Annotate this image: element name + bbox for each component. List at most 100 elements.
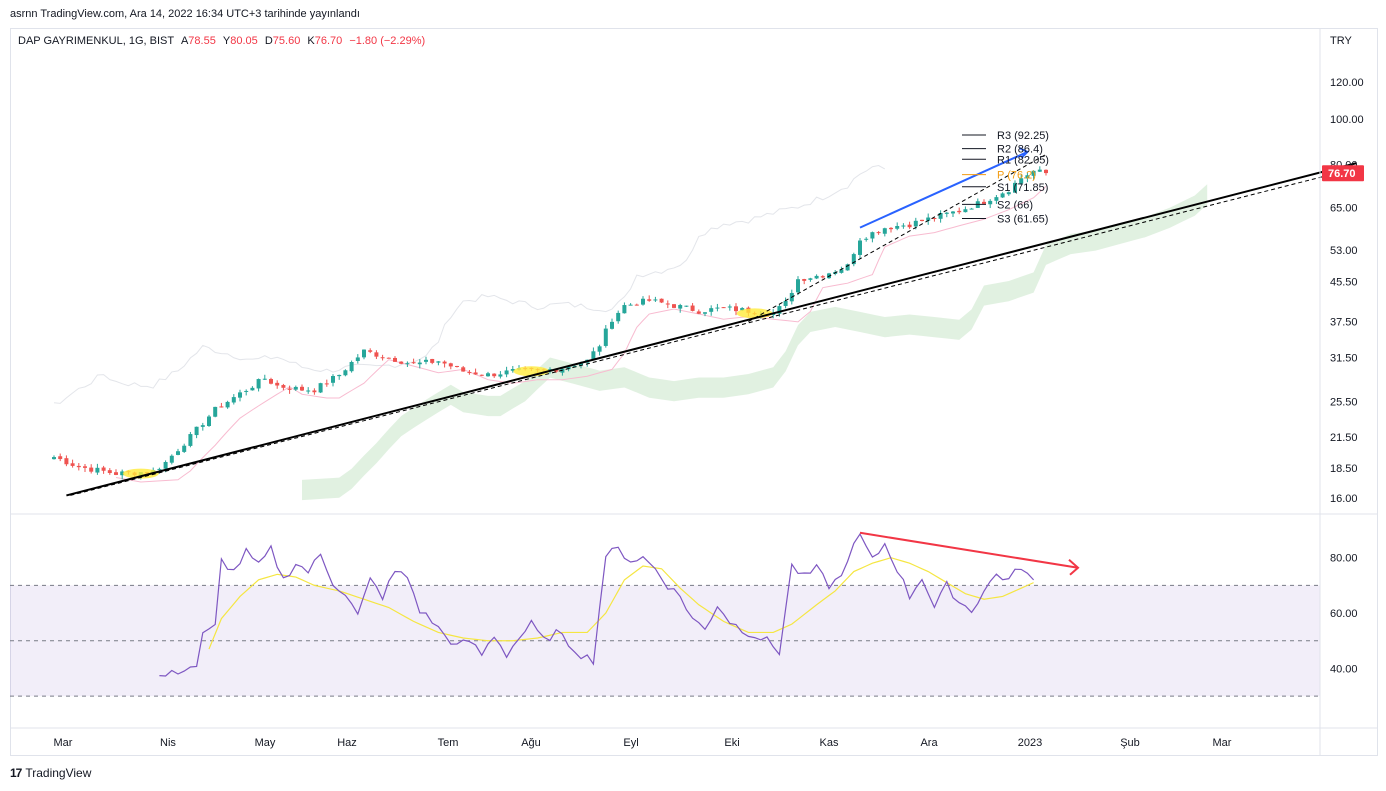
candle-body <box>64 458 69 465</box>
candle-body <box>262 378 267 380</box>
candle-body <box>566 366 571 370</box>
candle-body <box>417 362 422 365</box>
candle-body <box>1006 192 1011 195</box>
candle-body <box>200 425 205 427</box>
rsi-tick-label: 60.00 <box>1330 608 1358 620</box>
low-value: 75.60 <box>272 35 301 47</box>
candle-body <box>275 382 280 386</box>
candle-body <box>430 358 435 363</box>
pivot-level-label: P (76.2) <box>997 170 1036 182</box>
change-value: −1.80 (−2.29%) <box>349 35 426 47</box>
candle-body <box>783 300 788 306</box>
candle-body <box>337 374 342 377</box>
support-trend-line-dashed <box>70 167 1357 496</box>
close-label: K <box>307 35 315 47</box>
candle-body <box>83 466 87 468</box>
candle-body <box>318 383 323 393</box>
time-tick-label: Kas <box>820 737 839 749</box>
candle-body <box>802 279 807 281</box>
candle-body <box>858 240 862 255</box>
price-tick-label: 65.00 <box>1330 203 1358 215</box>
candle-body <box>70 463 75 466</box>
candle-body <box>461 367 466 372</box>
pivot-level-label: S3 (61.65) <box>997 214 1048 226</box>
time-tick-label: Ara <box>920 737 938 749</box>
candle-body <box>988 200 993 205</box>
candle-body <box>864 238 869 240</box>
time-tick-label: 2023 <box>1018 737 1042 749</box>
pivot-level-label: R3 (92.25) <box>997 130 1049 142</box>
time-tick-label: Eki <box>724 737 739 749</box>
candle-body <box>678 305 683 309</box>
candle-body <box>665 303 670 305</box>
candle-body <box>486 373 490 377</box>
candle-body <box>554 370 559 372</box>
candle-body <box>610 321 614 329</box>
candle-body <box>870 232 875 239</box>
candle-body <box>808 278 813 280</box>
candle-body <box>312 390 317 393</box>
candle-body <box>715 307 720 309</box>
candle-body <box>473 372 478 375</box>
candle-body <box>1000 193 1005 198</box>
pivot-level-label: R1 (82.05) <box>997 154 1049 166</box>
time-tick-label: Mar <box>54 737 73 749</box>
rsi-tick-label: 80.00 <box>1330 553 1358 565</box>
candle-body <box>349 361 354 372</box>
candle-body <box>107 470 112 474</box>
candle-body <box>876 232 881 234</box>
candle-body <box>281 385 286 388</box>
candle-body <box>355 357 360 362</box>
candle-body <box>331 376 335 383</box>
candle-body <box>634 304 639 306</box>
candle-body <box>194 426 199 436</box>
candle-body <box>238 392 242 398</box>
candle-body <box>89 467 94 472</box>
time-tick-label: Ağu <box>521 737 541 749</box>
lagging-span <box>53 165 886 404</box>
candle-body <box>603 328 608 346</box>
candle-body <box>1037 169 1042 172</box>
candle-body <box>727 306 732 308</box>
candle-body <box>1031 170 1036 176</box>
time-tick-label: Eyl <box>623 737 638 749</box>
time-tick-label: Tem <box>438 737 459 749</box>
candle-body <box>250 387 255 391</box>
price-tick-label: 37.50 <box>1330 317 1358 329</box>
candle-body <box>120 471 125 476</box>
candle-body <box>467 372 472 374</box>
rsi-tick-label: 40.00 <box>1330 663 1358 675</box>
candle-body <box>324 383 329 385</box>
candle-body <box>944 212 949 214</box>
uptrend-arrowhead <box>1018 147 1030 159</box>
candle-body <box>498 374 503 377</box>
time-tick-label: Mar <box>1213 737 1232 749</box>
base-line <box>115 185 1047 483</box>
candle-body <box>994 197 999 201</box>
candle-body <box>256 379 261 389</box>
candle-body <box>52 457 56 460</box>
symbol-name: DAP GAYRIMENKUL, 1G, BIST <box>18 35 174 47</box>
tradingview-logo[interactable]: 17 TradingView <box>10 766 91 780</box>
symbol-legend: DAP GAYRIMENKUL, 1G, BIST A78.55 Y80.05 … <box>18 35 425 47</box>
candle-body <box>306 390 311 392</box>
price-tick-label: 31.50 <box>1330 353 1358 365</box>
candle-body <box>560 368 565 373</box>
candle-body <box>362 349 366 358</box>
candle-body <box>696 311 701 314</box>
candle-body <box>932 218 937 220</box>
candle-body <box>207 416 211 426</box>
candle-body <box>548 369 552 371</box>
candle-body <box>579 363 583 366</box>
candle-body <box>399 361 404 364</box>
price-tick-label: 21.50 <box>1330 432 1358 444</box>
candle-body <box>913 220 918 227</box>
candle-body <box>647 299 652 301</box>
candle-body <box>690 305 695 311</box>
candle-body <box>405 363 410 365</box>
candle-body <box>1025 175 1030 179</box>
candle-body <box>641 298 645 305</box>
candle-body <box>76 465 81 468</box>
candle-body <box>448 363 453 367</box>
